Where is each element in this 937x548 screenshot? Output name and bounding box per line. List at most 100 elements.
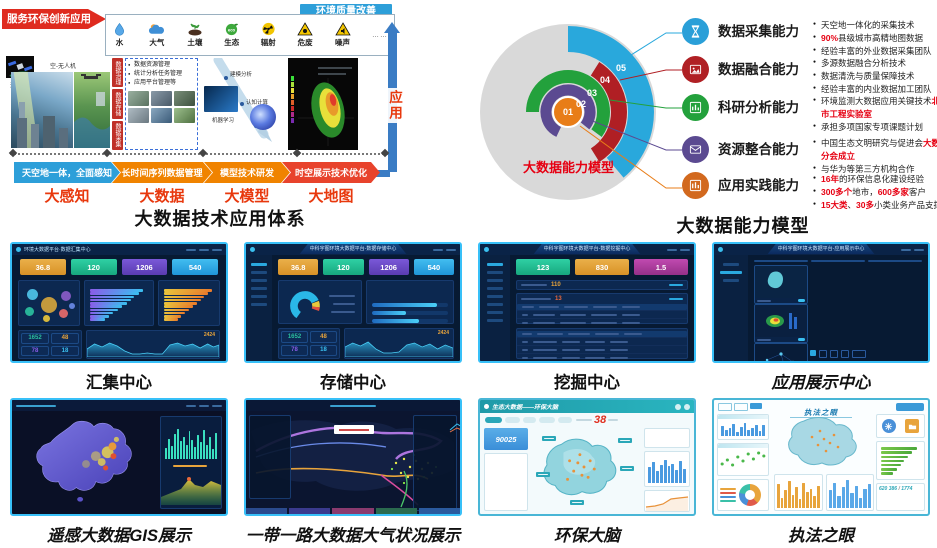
bar (173, 434, 176, 459)
stage-label-row: 大感知 大数据 大模型 大地图 (14, 185, 380, 206)
table-row (517, 318, 687, 326)
mini-stat: 1652 (21, 333, 49, 344)
dashboard-cell-eye: 执法之眼 (712, 398, 930, 546)
bubble (25, 307, 34, 316)
belt-stats-panel (413, 415, 460, 511)
nav-tab (523, 417, 536, 423)
dashboard-cell-gis: 遥感大数据GIS展示 (10, 398, 228, 546)
mini-stat: 78 (281, 344, 308, 356)
gis-header (12, 400, 226, 411)
area-chart (345, 341, 453, 357)
management-bullet-list: 数据资源管理 统计分析任务管理 应用平台管理等 (128, 61, 195, 88)
eye-dot-chart (720, 451, 766, 467)
legend-placeholder (331, 311, 355, 313)
bar (176, 428, 179, 459)
platform-logo-icon (484, 404, 489, 409)
mine-center-screenshot: 中科宇图环境大数据平台-数据挖掘中心 123 830 1.5 110 13 (478, 242, 696, 363)
connector-dot (102, 148, 112, 158)
capability-label: 数据采集能力 (718, 24, 799, 39)
capability-label: 科研分析能力 (718, 100, 799, 115)
bar (787, 481, 791, 508)
stat-card: 540 (413, 259, 454, 275)
text-segment: 大数据分会成立 (821, 138, 937, 161)
flow-section-title: 大数据技术应用体系 (134, 209, 306, 229)
bar (164, 305, 193, 308)
application-label: 应用 (384, 88, 404, 123)
bar (90, 315, 110, 318)
mini-stat: 48 (51, 333, 79, 344)
app-card (868, 260, 922, 262)
capability-rings-chart: 01 02 03 04 05 大数据能力模型 (480, 24, 682, 200)
capability-point: 90%县级城市高精地图数据 (813, 32, 937, 45)
connector-dot (292, 148, 302, 158)
bar (679, 460, 683, 483)
header-menu (186, 404, 222, 407)
text-segment: 承担多项国家专项课题计划 (821, 121, 924, 132)
equipment-photo-grid (128, 91, 195, 123)
stage-arrow-data: 长时间序列数据管理 (112, 162, 212, 183)
text-segment: 经验丰富的内业数据加工团队 (821, 83, 932, 94)
bar (188, 430, 191, 459)
gis-side-panel (160, 416, 222, 509)
bar (845, 479, 850, 508)
china-choropleth-map (36, 420, 132, 502)
capability-model-diagram: 01 02 03 04 05 大数据能力模型 数据采集能力 天空地一体化的采集技… (468, 0, 937, 238)
bar (780, 497, 784, 508)
eye-donut-chart (739, 483, 761, 506)
card-footer (869, 260, 921, 261)
bar (164, 292, 208, 295)
map-label-pill (536, 472, 550, 477)
capability-row-integration: 资源整合能力 中国生态文明研究与促进会大数据分会成立 与华为等第三方机构合作 (682, 136, 937, 175)
mini-stat: 48 (310, 331, 337, 343)
donut-legend (720, 487, 736, 502)
bar (164, 318, 178, 321)
bar (795, 487, 798, 508)
app-card-grid (754, 260, 922, 361)
eye-icon-cards (876, 414, 925, 439)
store-sidebar (246, 255, 272, 361)
bar (206, 444, 209, 459)
bar (651, 462, 655, 483)
collect-header: 环境大数据平台·数据汇集中心 (12, 244, 226, 255)
brain-left-column: 90025 (484, 428, 528, 511)
capability-label: 数据融合能力 (718, 62, 799, 77)
app-card (754, 304, 808, 343)
mine-count-1: 110 (551, 282, 561, 288)
bar (164, 311, 185, 315)
stat-card: 120 (323, 259, 364, 275)
gis-area-chart (161, 477, 221, 505)
connector-dot (8, 148, 18, 158)
element-water: 水 (112, 22, 127, 48)
ai-brain-image (250, 104, 276, 130)
element-label: 辐射 (260, 38, 276, 47)
eco-icon: eco (226, 23, 239, 36)
bar (214, 433, 217, 459)
eye-blue-bar-panel (825, 474, 874, 511)
capability-point: 经验丰富的外业数据采集团队 (813, 45, 937, 58)
horizontal-bar-chart (164, 289, 214, 321)
brain-headline-stat: 38 (576, 414, 619, 426)
svg-text:eco: eco (228, 27, 236, 32)
store-header-title: 中科宇图环境大数据平台-数据存储中心 (300, 244, 407, 254)
text-segment: 多源数据融合分析技术 (821, 58, 907, 68)
eye-blue-bar-chart-2 (828, 478, 872, 508)
bar (881, 468, 897, 471)
brain-bar-chart (648, 457, 687, 483)
stage-arrow-map: 时空展示技术优化 (282, 162, 380, 183)
capability-points: 多源数据融合分析技术 数据清洗与质量保障技术 经验丰富的内业数据加工团队 (813, 57, 937, 95)
eye-orange-bar-panel (774, 474, 823, 511)
element-label: 大气 (149, 38, 165, 47)
ground-sensing-photo (11, 72, 73, 148)
equipment-photo (151, 91, 172, 106)
radiation-icon (262, 22, 275, 36)
eye-range-tabs (718, 403, 762, 411)
bar (164, 315, 181, 318)
range-tab (718, 403, 732, 411)
range-tab (734, 403, 748, 411)
label-placeholder (521, 298, 551, 300)
stage-label: 大地图 (308, 188, 354, 205)
eye-action-button (896, 403, 924, 411)
bar-chart-icon (682, 172, 709, 199)
bar (179, 441, 182, 459)
capability-point: 承担多项国家专项课题计划 (813, 121, 937, 134)
